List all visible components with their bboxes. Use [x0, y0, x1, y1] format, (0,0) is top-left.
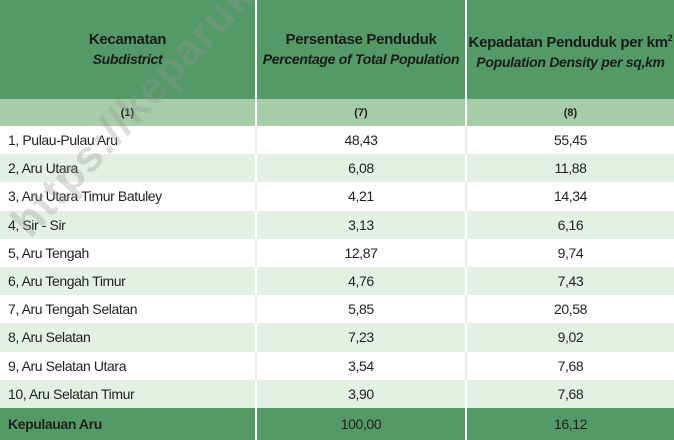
subdistrict-name: 7, Aru Tengah Selatan: [8, 301, 138, 318]
population-percentage: 7,23: [255, 323, 465, 352]
population-density: 9,74: [465, 238, 674, 267]
population-percentage: 4,21: [255, 182, 465, 211]
subdistrict-name: 5, Aru Tengah: [8, 244, 89, 261]
column-number-row: (1) (7) (8): [0, 99, 674, 126]
population-percentage: 3,90: [255, 379, 465, 408]
subdistrict-name: 3, Aru Utara Timur Batuley: [8, 188, 162, 205]
header-subdistrict: Kecamatan Subdistrict: [0, 0, 255, 99]
table-row: 8, Aru Selatan 7,23 9,02: [0, 323, 674, 352]
column-number: (7): [255, 99, 465, 126]
population-density: 11,88: [465, 154, 674, 183]
total-label: Kepulauan Aru: [8, 416, 102, 432]
header-density-label: Kepadatan Penduduk per km: [468, 33, 669, 51]
total-density: 16,12: [465, 408, 674, 440]
population-percentage: 48,43: [255, 126, 465, 155]
table-row: 5, Aru Tengah 12,87 9,74: [0, 238, 674, 267]
population-density: 7,68: [465, 351, 674, 380]
subdistrict-name: 2, Aru Utara: [8, 160, 78, 177]
header-density-sublabel: Population Density per sq,km: [476, 53, 665, 70]
header-density-superscript: 2: [667, 32, 673, 43]
header-percentage-sublabel: Percentage of Total Population: [262, 51, 460, 67]
subdistrict-name: 1, Pulau-Pulau Aru: [8, 132, 118, 149]
total-percentage: 100,00: [255, 408, 465, 440]
population-percentage: 3,54: [255, 351, 465, 380]
table-row: 10, Aru Selatan Timur 3,90 7,68: [0, 379, 674, 408]
header-subdistrict-label: Kecamatan: [88, 31, 167, 48]
table-row: 2, Aru Utara 6,08 11,88: [0, 154, 674, 183]
column-number: (8): [465, 99, 674, 126]
table-row: 4, Sir - Sir 3,13 6,16: [0, 210, 674, 239]
population-percentage: 5,85: [255, 295, 465, 324]
population-density: 14,34: [465, 182, 674, 211]
column-number: (1): [120, 106, 135, 119]
population-percentage: 6,08: [255, 154, 465, 183]
population-density: 55,45: [465, 126, 674, 155]
population-density: 7,43: [465, 267, 674, 296]
header-density: Kepadatan Penduduk per km2 Population De…: [465, 0, 674, 99]
subdistrict-name: 4, Sir - Sir: [8, 216, 66, 233]
table-header: Kecamatan Subdistrict Persentase Pendudu…: [0, 0, 674, 99]
header-subdistrict-sublabel: Subdistrict: [92, 51, 163, 67]
population-density: 7,68: [465, 379, 674, 408]
population-percentage: 12,87: [255, 238, 465, 267]
total-row: Kepulauan Aru 100,00 16,12: [0, 408, 674, 440]
subdistrict-name: 6, Aru Tengah Timur: [8, 273, 126, 290]
header-percentage-label: Persentase Penduduk: [285, 31, 437, 48]
population-density: 9,02: [465, 323, 674, 352]
header-percentage: Persentase Penduduk Percentage of Total …: [255, 0, 465, 99]
header-density-label-wrap: Kepadatan Penduduk per km2: [469, 28, 673, 53]
table-row: 6, Aru Tengah Timur 4,76 7,43: [0, 267, 674, 296]
population-density: 20,58: [465, 295, 674, 324]
subdistrict-name: 8, Aru Selatan: [8, 329, 91, 346]
population-percentage: 3,13: [255, 210, 465, 239]
table-row: 3, Aru Utara Timur Batuley 4,21 14,34: [0, 182, 674, 211]
subdistrict-name: 9, Aru Selatan Utara: [8, 357, 127, 374]
population-density: 6,16: [465, 210, 674, 239]
population-percentage: 4,76: [255, 267, 465, 296]
table-row: 9, Aru Selatan Utara 3,54 7,68: [0, 351, 674, 380]
table-row: 1, Pulau-Pulau Aru 48,43 55,45: [0, 126, 674, 155]
table-row: 7, Aru Tengah Selatan 5,85 20,58: [0, 295, 674, 324]
subdistrict-name: 10, Aru Selatan Timur: [8, 385, 135, 402]
